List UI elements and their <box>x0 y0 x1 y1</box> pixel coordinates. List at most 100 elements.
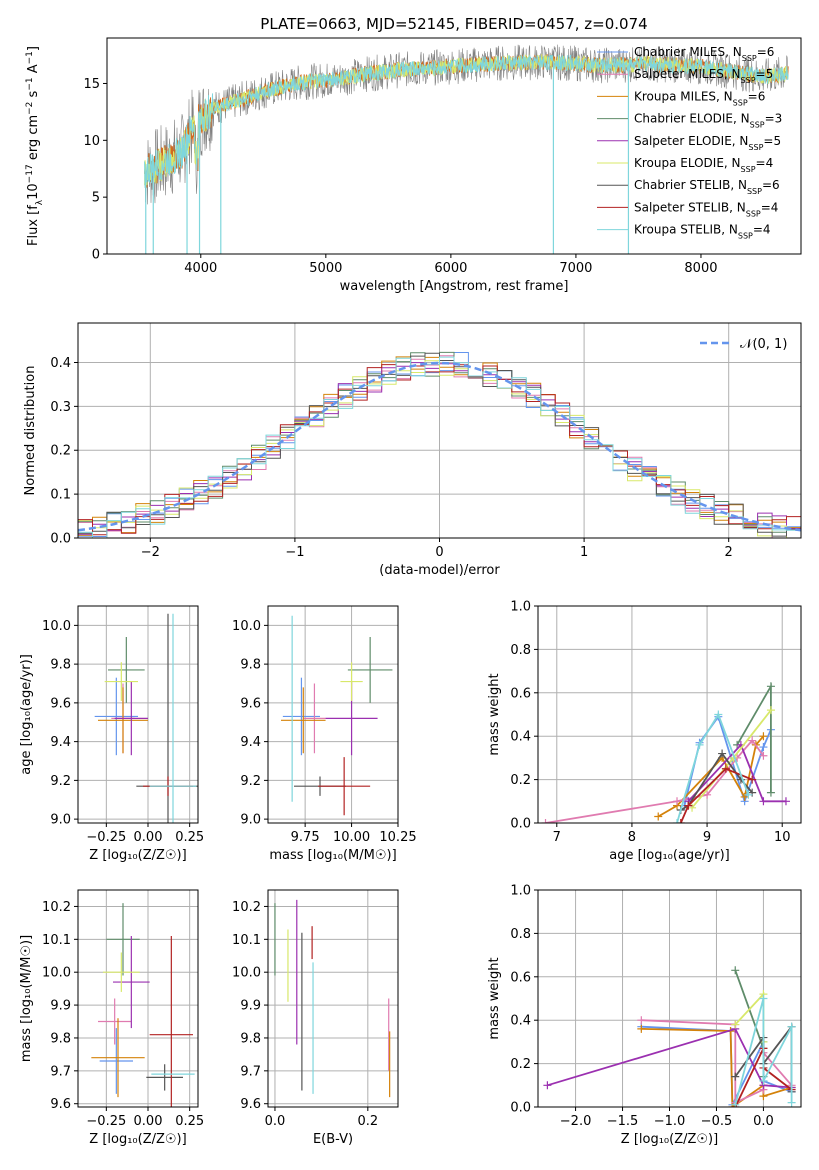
legend-entry-sub: SSP <box>741 76 756 85</box>
legend-entry: Salpeter ELODIE, NSSP=5 <box>634 134 781 152</box>
legend-entry-text: Chabrier STELIB, N <box>634 178 747 192</box>
y-axis-label-part: ] <box>26 46 41 51</box>
x-tick-label: −0.25 <box>86 1114 126 1129</box>
mass-weight-point <box>759 1076 768 1085</box>
legend-entry-tail: =6 <box>748 89 766 103</box>
histogram-step-line <box>78 356 801 538</box>
legend-entry-text: Salpeter MILES, N <box>634 67 741 81</box>
legend-entry: 𝒩(0, 1) <box>740 337 787 352</box>
y-tick-label: 10.1 <box>232 933 261 948</box>
y-axis-label: mass weight <box>487 957 502 1039</box>
y-tick-label: 9.8 <box>50 658 71 673</box>
x-axis-label: (data-model)/error <box>379 563 500 578</box>
y-tick-label: 10.2 <box>232 900 261 915</box>
mass-weight-series-line <box>687 743 786 803</box>
mass-weight-point <box>714 710 723 719</box>
legend-entry-tail: =5 <box>763 134 781 148</box>
y-tick-label: 9.0 <box>240 813 261 828</box>
histogram-step-line <box>78 364 801 536</box>
mass-weight-point <box>543 1081 552 1090</box>
x-tick-label: 5000 <box>309 261 342 276</box>
x-tick-label: 8000 <box>684 261 717 276</box>
legend-entry-text: Chabrier MILES, N <box>634 45 742 59</box>
mass-weight-point <box>654 812 663 821</box>
mass-weight-point <box>759 797 768 806</box>
x-tick-label: 0.0 <box>265 1114 286 1129</box>
y-tick-label: 9.9 <box>240 999 261 1014</box>
chart-title: PLATE=0663, MJD=52145, FIBERID=0457, z=0… <box>260 15 647 33</box>
mass-weight-point <box>676 819 685 823</box>
y-tick-label: 9.7 <box>240 1064 261 1079</box>
y-tick-label: 0.2 <box>50 444 71 459</box>
y-tick-label: 9.8 <box>50 1031 71 1046</box>
axes-frame <box>267 889 399 1108</box>
legend-entry-text: Kroupa MILES, N <box>634 89 733 103</box>
errorbar-panel: 9.75 10.00 10.25 9.0 9.2 9.4 9.6 9.8 10.0 mass [l… <box>232 605 417 863</box>
y-axis-label: mass [log₁₀(M/M☉)] <box>19 935 34 1062</box>
histogram-step-line <box>78 355 801 538</box>
x-tick-label: −2 <box>141 545 160 560</box>
x-tick-label: 0 <box>435 545 443 560</box>
y-tick-label: 9.9 <box>50 999 71 1014</box>
mass-weight-point <box>673 819 682 823</box>
y-tick-label: 5 <box>92 191 100 206</box>
legend-entry-text: Salpeter ELODIE, N <box>634 134 748 148</box>
y-axis-label-part: erg cm <box>26 115 41 164</box>
legend-entry: Salpeter MILES, NSSP=5 <box>634 67 773 85</box>
mass-weight-point <box>759 732 768 741</box>
y-tick-label: 0.6 <box>510 686 531 701</box>
axes-frame <box>537 889 802 1108</box>
axes-frame <box>537 605 802 824</box>
legend-entry-sub: SSP <box>750 120 765 129</box>
y-tick-label: 10.0 <box>232 619 261 634</box>
legend-entry-sub: SSP <box>747 187 762 196</box>
x-tick-label: −0.5 <box>701 1114 733 1129</box>
legend-entry-sub: SSP <box>746 209 761 218</box>
y-axis-label-part: s <box>26 90 41 101</box>
legend-entry: Salpeter STELIB, NSSP=4 <box>634 200 778 218</box>
y-tick-label: 9.2 <box>240 774 261 789</box>
x-axis-label: wavelength [Angstrom, rest frame] <box>340 279 569 294</box>
x-tick-label: 0.00 <box>134 1114 163 1129</box>
legend-entry-sub: SSP <box>733 98 748 107</box>
legend-entry-tail: =4 <box>756 156 774 170</box>
mass-weight-point <box>744 790 753 799</box>
mass-weight-point <box>759 751 768 760</box>
mass-weight-series-line <box>734 969 765 1077</box>
y-tick-label: 10.0 <box>232 966 261 981</box>
mass-weight-point <box>787 1098 796 1107</box>
mass-weight-point <box>759 743 768 752</box>
mass-weight-point <box>731 1020 740 1029</box>
x-axis-label: age [log₁₀(age/yr)] <box>609 848 730 863</box>
y-tick-label: 10 <box>83 134 100 149</box>
mass-weight-point <box>748 775 757 784</box>
legend-entry: Kroupa ELODIE, NSSP=4 <box>634 156 773 174</box>
y-tick-label: 0.4 <box>50 356 71 371</box>
x-tick-label: 0.25 <box>175 830 204 845</box>
mass-weight-point <box>781 797 790 806</box>
mass-weight-point <box>731 1072 740 1081</box>
x-tick-label: 0.2 <box>357 1114 378 1129</box>
y-tick-label: 0.2 <box>510 773 531 788</box>
y-tick-label: 0.3 <box>50 400 71 415</box>
mass-weight-point <box>695 740 704 749</box>
x-tick-label: 10.00 <box>333 830 370 845</box>
x-tick-label: 7 <box>553 830 561 845</box>
x-tick-label: 4000 <box>184 261 217 276</box>
mass-weight-series-line <box>679 767 753 823</box>
mass-weight-panel: 7 8 9 10 0.0 0.2 0.4 0.6 0.8 1.0 age [log₁₀(age/yr… <box>487 600 802 863</box>
y-tick-label: 9.6 <box>240 696 261 711</box>
x-tick-label: −1.5 <box>607 1114 639 1129</box>
x-tick-label: 1 <box>580 545 588 560</box>
mass-weight-series-line <box>676 712 750 823</box>
y-tick-label: 0.4 <box>510 730 531 745</box>
y-axis-label: Normed distribution <box>23 366 38 496</box>
histogram-step-line <box>78 352 801 537</box>
y-tick-label: 1.0 <box>510 884 531 899</box>
y-axis-label: age [log₁₀(age/yr)] <box>19 654 34 775</box>
x-tick-label: 0.00 <box>134 830 163 845</box>
x-tick-label: 6000 <box>434 261 467 276</box>
legend-entry-text: Kroupa ELODIE, N <box>634 156 741 170</box>
y-tick-label: 10.2 <box>42 900 71 915</box>
normal-distribution-line <box>78 361 801 532</box>
